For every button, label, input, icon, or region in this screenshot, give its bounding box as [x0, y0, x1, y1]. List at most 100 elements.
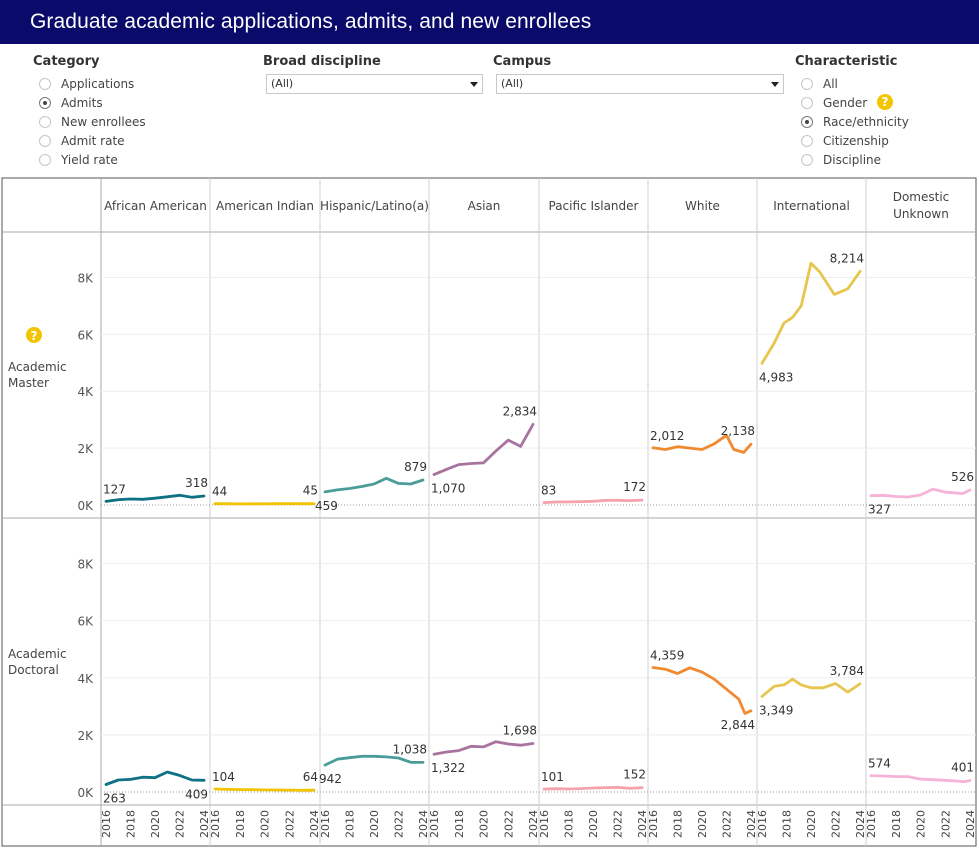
data-label-start: 2,012 [650, 429, 684, 443]
data-label-start: 4,983 [759, 370, 793, 384]
data-label-end: 8,214 [830, 251, 864, 265]
column-header: Hispanic/Latino(a) [320, 199, 429, 213]
category-option-applications[interactable]: Applications [39, 74, 134, 93]
series-line [104, 493, 206, 503]
question-icon [26, 327, 42, 343]
row-label: Academic [8, 360, 67, 374]
data-label-start: 1,322 [431, 761, 465, 775]
category-option-label: Yield rate [61, 152, 118, 167]
x-tick-label: 2016 [319, 810, 332, 838]
x-tick-label: 2020 [915, 810, 928, 838]
data-label-start: 459 [315, 499, 338, 513]
radio-icon [801, 77, 813, 90]
data-label-start: 127 [103, 482, 126, 496]
series-line [869, 774, 972, 784]
characteristic-filter-label: Characteristic [795, 54, 898, 69]
data-label-start: 263 [103, 791, 126, 805]
y-tick-label: 8K [77, 558, 94, 572]
data-label-end: 45 [303, 484, 318, 498]
x-tick-label: 2022 [502, 810, 515, 838]
x-tick-label: 2022 [721, 810, 734, 838]
characteristic-option-citizenship[interactable]: Citizenship [801, 131, 889, 150]
x-tick-label: 2020 [478, 810, 491, 838]
data-label-start: 1,070 [431, 482, 465, 496]
y-tick-label: 4K [77, 385, 94, 399]
x-tick-label: 2020 [368, 810, 381, 838]
y-tick-label: 6K [77, 328, 94, 342]
chevron-down-icon [771, 82, 779, 87]
row-label: Master [8, 376, 49, 390]
data-label-start: 104 [212, 770, 235, 784]
campus-value: (All) [501, 77, 524, 90]
x-tick-label: 2018 [672, 810, 685, 838]
campus-label: Campus [493, 54, 552, 69]
campus-select[interactable]: (All) [496, 74, 784, 94]
data-label-start: 327 [868, 503, 891, 517]
question-icon-glyph: ? [31, 329, 38, 343]
series-line [432, 740, 535, 756]
data-label-start: 574 [868, 757, 891, 771]
series-line [651, 433, 753, 454]
radio-icon [39, 115, 51, 128]
x-tick-label: 2018 [563, 810, 576, 838]
column-header: International [773, 199, 850, 213]
x-tick-label: 2022 [393, 810, 406, 838]
x-tick-label: 2016 [209, 810, 222, 838]
category-option-label: Admit rate [61, 133, 125, 148]
x-tick-label: 2018 [453, 810, 466, 838]
y-tick-label: 6K [77, 615, 94, 629]
y-tick-label: 2K [77, 442, 94, 456]
y-tick-label: 0K [77, 499, 94, 513]
characteristic-option-all[interactable]: All [801, 74, 838, 93]
x-tick-label: 2018 [890, 810, 903, 838]
characteristic-option-discipline[interactable]: Discipline [801, 150, 881, 169]
chart-frame [1, 177, 977, 847]
broad-discipline-value: (All) [271, 77, 294, 90]
row-label: Doctoral [8, 663, 59, 677]
question-icon[interactable]: ? [877, 94, 893, 110]
series-line [432, 422, 535, 477]
x-tick-label: 2016 [865, 810, 878, 838]
characteristic-option-label: Race/ethnicity [823, 114, 909, 129]
broad-discipline-label: Broad discipline [263, 54, 381, 69]
category-option-admits[interactable]: Admits [39, 93, 103, 112]
characteristic-option-race-ethnicity[interactable]: Race/ethnicity [801, 112, 909, 131]
y-tick-label: 2K [77, 729, 94, 743]
radio-icon [39, 153, 51, 166]
x-tick-label: 2022 [612, 810, 625, 838]
column-header: Pacific Islander [549, 199, 639, 213]
series-line [869, 487, 972, 499]
data-label-end: 2,834 [503, 404, 537, 418]
category-option-label: New enrollees [61, 114, 146, 129]
column-header: Unknown [893, 207, 949, 221]
x-tick-label: 2020 [805, 810, 818, 838]
data-label-start: 942 [319, 772, 342, 786]
row-label: Academic [8, 647, 67, 661]
series-line [542, 498, 644, 505]
column-header: American Indian [216, 199, 314, 213]
category-option-new-enrollees[interactable]: New enrollees [39, 112, 146, 131]
characteristic-option-gender[interactable]: Gender [801, 93, 867, 112]
series-line [760, 677, 862, 698]
data-label-end: 64 [303, 770, 318, 784]
data-label-end: 879 [404, 460, 427, 474]
radio-icon [801, 96, 813, 109]
page-title: Graduate academic applications, admits, … [0, 0, 979, 44]
radio-icon [801, 153, 813, 166]
x-tick-label: 2020 [587, 810, 600, 838]
series-line [542, 786, 644, 791]
x-tick-label: 2024 [198, 810, 211, 838]
broad-discipline-select[interactable]: (All) [266, 74, 483, 94]
x-tick-label: 2016 [100, 810, 113, 838]
column-header: White [685, 199, 720, 213]
y-tick-label: 8K [77, 271, 94, 285]
x-tick-label: 2024 [854, 810, 867, 838]
radio-icon [39, 96, 51, 109]
series-line [323, 754, 425, 767]
x-tick-label: 2022 [939, 810, 952, 838]
category-option-yield-rate[interactable]: Yield rate [39, 150, 118, 169]
category-option-admit-rate[interactable]: Admit rate [39, 131, 125, 150]
characteristic-option-label: Discipline [823, 152, 882, 167]
radio-icon [39, 77, 51, 90]
